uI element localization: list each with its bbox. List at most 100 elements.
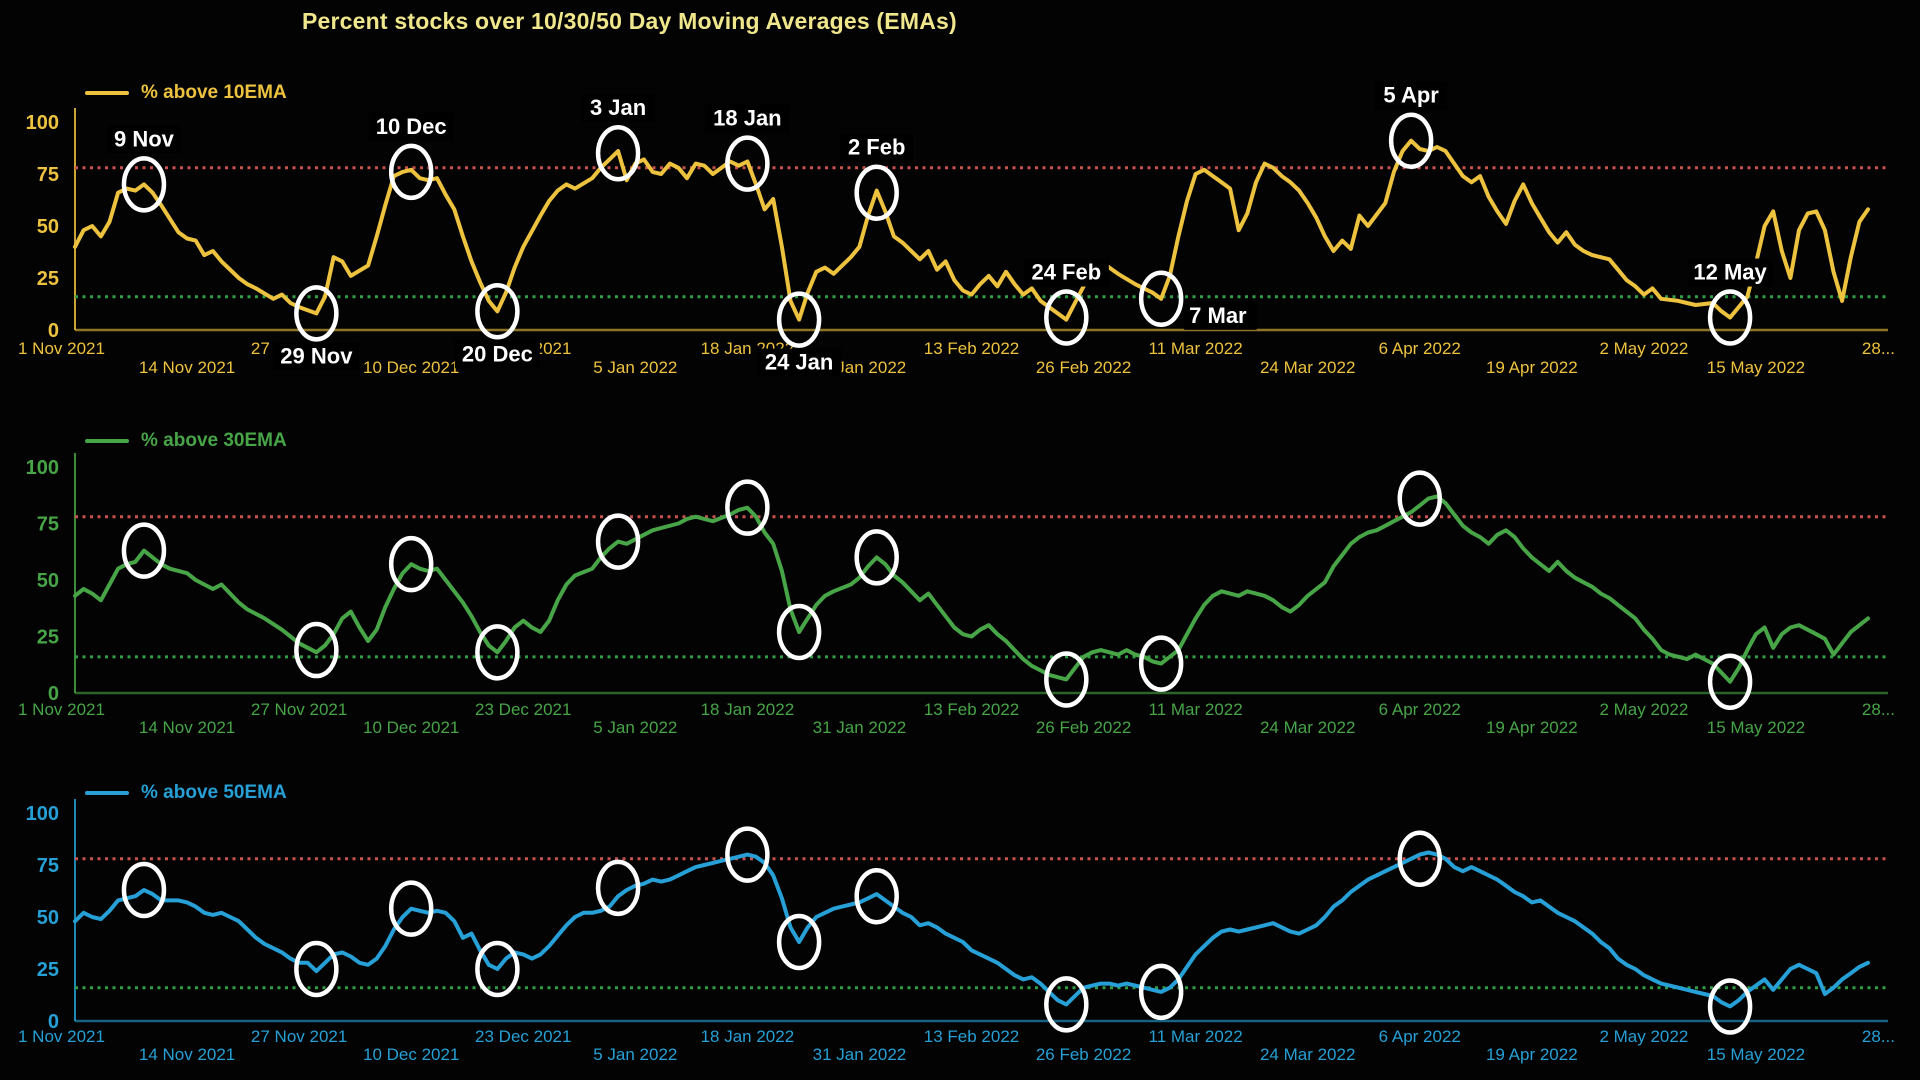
x-tick-label: 2 May 2022 bbox=[1599, 700, 1688, 719]
x-tick-label: 23 Dec 2021 bbox=[475, 700, 571, 719]
swing-marker-circle bbox=[388, 880, 434, 937]
swing-marker-circle bbox=[1138, 963, 1184, 1021]
annotation-label-backdrop bbox=[368, 112, 454, 141]
y-tick-label: 0 bbox=[48, 320, 59, 342]
swing-marker-circle bbox=[121, 156, 167, 213]
swing-marker-circle bbox=[776, 291, 822, 348]
swing-marker-circle bbox=[1707, 978, 1753, 1035]
swing-marker-circle bbox=[388, 535, 434, 593]
annotation-date-label: 12 May bbox=[1693, 260, 1767, 285]
swing-marker-circle bbox=[1138, 270, 1184, 328]
x-tick-label: 28... bbox=[1862, 1027, 1895, 1046]
x-tick-label: 28... bbox=[1862, 339, 1895, 358]
swing-marker-circle bbox=[1044, 976, 1089, 1033]
legend-label-50ema: % above 50EMA bbox=[141, 782, 287, 803]
swing-marker-circle bbox=[475, 940, 520, 998]
ema-line-10ema bbox=[73, 138, 1870, 322]
x-tick-label: 26 Feb 2022 bbox=[1036, 718, 1131, 737]
annotation-label-backdrop bbox=[1023, 258, 1109, 287]
x-tick-label: 19 Apr 2022 bbox=[1486, 718, 1578, 737]
x-tick-label: 28... bbox=[1862, 700, 1895, 719]
y-tick-label: 100 bbox=[26, 803, 59, 825]
swing-marker-circle bbox=[1707, 289, 1753, 346]
swing-marker-circle bbox=[725, 479, 770, 536]
ema-line-50ema bbox=[73, 850, 1870, 1009]
annotation-label-backdrop bbox=[704, 104, 790, 133]
legend-label-10ema: % above 10EMA bbox=[141, 82, 287, 103]
legend-50ema: % above 50EMA bbox=[85, 782, 287, 804]
legend-line-swatch-10ema bbox=[85, 91, 129, 95]
x-tick-label: 6 Apr 2022 bbox=[1379, 700, 1461, 719]
x-tick-label: 14 Nov 2021 bbox=[139, 1045, 235, 1064]
y-tick-label: 100 bbox=[26, 112, 59, 134]
y-tick-label: 0 bbox=[48, 1011, 59, 1033]
swing-marker-circle bbox=[1707, 653, 1753, 710]
annotation-date-label: 24 Feb bbox=[1031, 260, 1101, 285]
annotation-label-backdrop bbox=[273, 342, 359, 371]
annotation-date-label: 5 Apr bbox=[1383, 83, 1439, 108]
x-tick-label: 2 May 2022 bbox=[1599, 339, 1688, 358]
annotation-date-label: 3 Jan bbox=[590, 95, 646, 120]
legend-10ema: % above 10EMA bbox=[85, 82, 287, 104]
annotation-label-backdrop bbox=[454, 340, 540, 369]
swing-marker-circle bbox=[294, 285, 339, 342]
swing-marker-circle bbox=[1044, 651, 1089, 708]
x-tick-label: 6 Apr 2022 bbox=[1379, 339, 1461, 358]
swing-marker-circle bbox=[854, 867, 899, 925]
y-tick-label: 100 bbox=[26, 457, 59, 479]
swing-marker-circle bbox=[1138, 635, 1184, 692]
x-tick-label: 13 Feb 2022 bbox=[924, 339, 1019, 358]
y-tick-label: 25 bbox=[37, 959, 59, 981]
x-tick-label: 10 Dec 2021 bbox=[363, 718, 459, 737]
x-tick-label: 14 Nov 2021 bbox=[139, 358, 235, 377]
x-tick-label: 18 Jan 2022 bbox=[701, 1027, 795, 1046]
y-tick-label: 50 bbox=[37, 570, 59, 592]
x-tick-label: 26 Feb 2022 bbox=[1036, 1045, 1131, 1064]
swing-marker-circle bbox=[1397, 470, 1442, 527]
x-tick-label: 23 Dec 2021 bbox=[475, 1027, 571, 1046]
swing-marker-circle bbox=[776, 603, 822, 661]
annotation-label-backdrop bbox=[840, 133, 913, 162]
x-tick-label: 1 Nov 2021 bbox=[18, 1027, 105, 1046]
annotation-label-backdrop bbox=[581, 94, 655, 123]
y-tick-label: 50 bbox=[37, 216, 59, 238]
x-tick-label: 27 Nov 2021 bbox=[251, 1027, 347, 1046]
annotation-date-label: 24 Jan bbox=[765, 350, 834, 375]
swing-marker-circle bbox=[1044, 289, 1089, 346]
annotation-label-backdrop bbox=[1687, 258, 1773, 287]
swing-marker-circle bbox=[1397, 830, 1442, 888]
x-tick-label: 11 Mar 2022 bbox=[1149, 339, 1243, 358]
y-tick-label: 50 bbox=[37, 907, 59, 929]
chart-30ema: 0 25 50 75 100 1 Nov 2021 14 Nov 2021 27 Nov 20… bbox=[18, 453, 1895, 737]
swing-marker-circle bbox=[854, 529, 899, 586]
annotation-date-label: 18 Jan bbox=[713, 106, 782, 131]
swing-marker-circle bbox=[595, 513, 641, 570]
x-tick-label: 31 Jan 2022 bbox=[813, 718, 907, 737]
chart-50ema: 0 25 50 75 100 1 Nov 2021 14 Nov 2021 27 Nov 20… bbox=[18, 799, 1895, 1064]
ema-line-30ema bbox=[73, 494, 1870, 684]
swing-marker-circle bbox=[294, 940, 339, 998]
x-tick-label: 5 Jan 2022 bbox=[593, 358, 677, 377]
annotation-date-label: 7 Mar bbox=[1189, 303, 1247, 328]
page-title: Percent stocks over 10/30/50 Day Moving … bbox=[302, 8, 957, 34]
annotation-date-label: 9 Nov bbox=[114, 126, 175, 151]
annotation-label-backdrop bbox=[1374, 81, 1448, 110]
x-tick-label: 6 Apr 2022 bbox=[1379, 1027, 1461, 1046]
x-tick-label: 19 Apr 2022 bbox=[1486, 358, 1578, 377]
annotation-date-label: 10 Dec bbox=[376, 114, 447, 139]
x-tick-label: 2 May 2022 bbox=[1599, 1027, 1688, 1046]
x-tick-label: 24 Mar 2022 bbox=[1260, 718, 1355, 737]
x-tick-label: 27 Nov 2021 bbox=[251, 700, 347, 719]
x-tick-label: 10 Dec 2021 bbox=[363, 1045, 459, 1064]
x-tick-label: 19 Apr 2022 bbox=[1486, 1045, 1578, 1064]
y-tick-label: 0 bbox=[48, 683, 59, 705]
x-tick-label: 5 Jan 2022 bbox=[593, 718, 677, 737]
annotation-date-label: 2 Feb bbox=[848, 135, 905, 160]
swing-marker-circle bbox=[475, 283, 520, 340]
x-tick-label: 26 Feb 2022 bbox=[1036, 358, 1131, 377]
x-tick-label: 11 Mar 2022 bbox=[1149, 1027, 1243, 1046]
swing-marker-circle bbox=[854, 164, 899, 221]
x-tick-label: 11 Mar 2022 bbox=[1149, 700, 1243, 719]
annotation-label-backdrop bbox=[756, 348, 842, 377]
